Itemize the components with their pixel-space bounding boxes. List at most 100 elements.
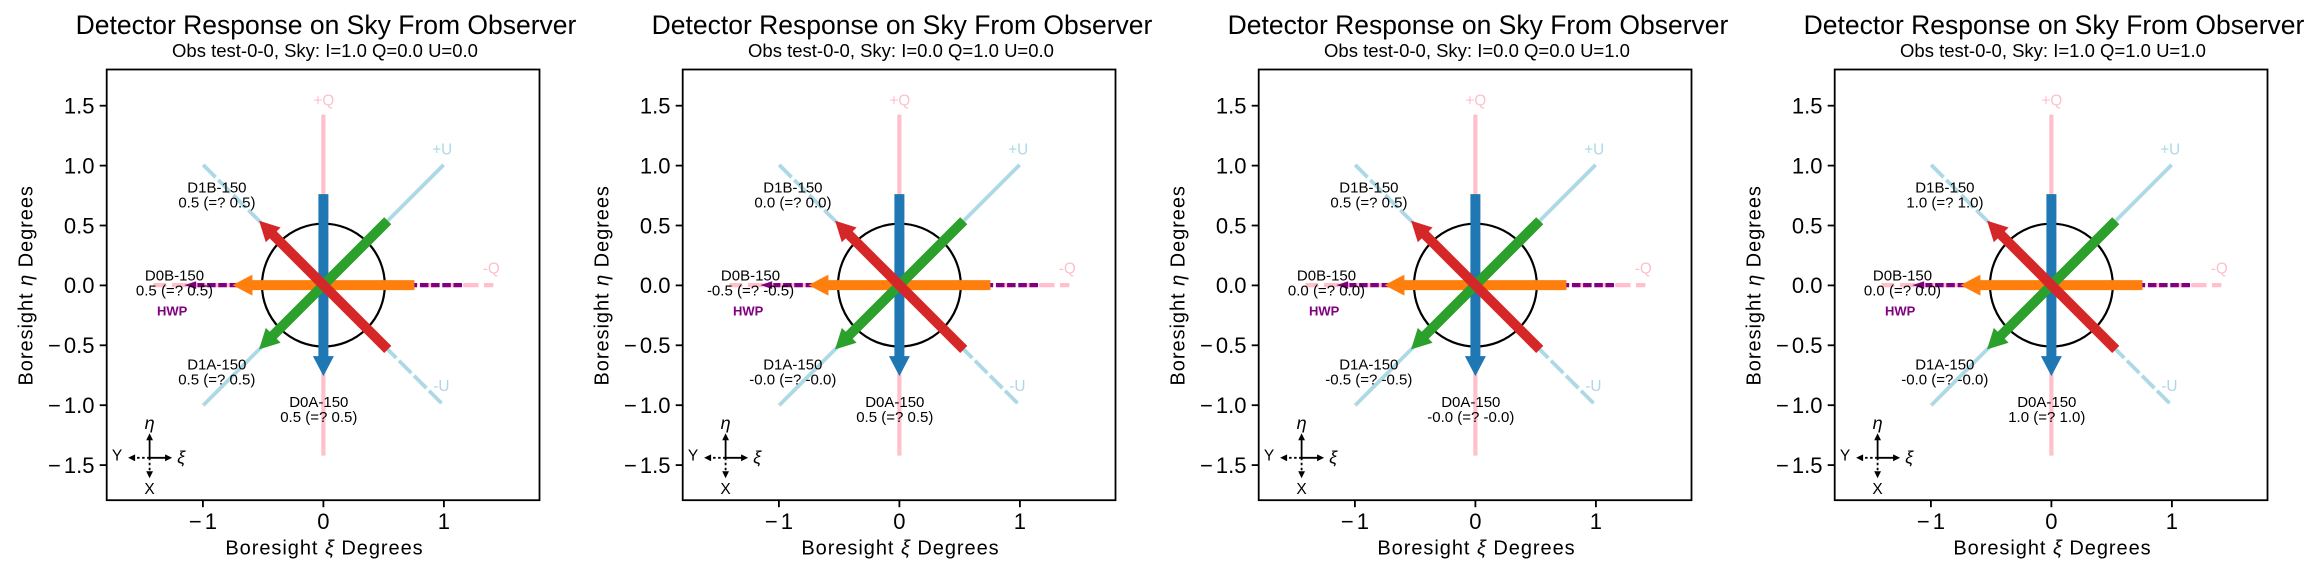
svg-text:1.5: 1.5 — [64, 94, 95, 119]
svg-text:HWP: HWP — [733, 304, 764, 319]
svg-text:−1: −1 — [1917, 509, 1945, 534]
svg-text:Detector Response on Sky From: Detector Response on Sky From Observer — [1804, 10, 2304, 40]
svg-text:1.0: 1.0 — [1216, 153, 1247, 178]
svg-text:−1.5: −1.5 — [48, 453, 94, 478]
svg-text:0.5: 0.5 — [64, 213, 95, 238]
svg-text:−0.5: −0.5 — [624, 333, 670, 358]
svg-text:Boresight ξ Degrees: Boresight ξ Degrees — [801, 538, 999, 560]
svg-text:+U: +U — [1584, 142, 1604, 159]
svg-text:0.0: 0.0 — [1216, 273, 1247, 298]
svg-text:η: η — [145, 413, 155, 433]
svg-text:−0.5: −0.5 — [1776, 333, 1822, 358]
svg-text:1.0: 1.0 — [1792, 153, 1823, 178]
svg-text:Detector Response on Sky From: Detector Response on Sky From Observer — [652, 10, 1152, 40]
svg-text:Boresight η Degrees: Boresight η Degrees — [16, 185, 38, 385]
svg-text:0.5: 0.5 — [1792, 213, 1823, 238]
svg-text:0: 0 — [317, 509, 329, 534]
svg-text:1: 1 — [438, 509, 450, 534]
svg-text:−1.5: −1.5 — [1200, 453, 1246, 478]
svg-text:+U: +U — [432, 142, 452, 159]
svg-text:0.0 (=? 0.0): 0.0 (=? 0.0) — [754, 195, 831, 212]
svg-text:D1A-150: D1A-150 — [187, 356, 246, 373]
svg-text:D1A-150: D1A-150 — [1915, 356, 1974, 373]
svg-text:0.5 (=? 0.5): 0.5 (=? 0.5) — [136, 283, 213, 300]
svg-text:Detector Response on Sky From: Detector Response on Sky From Observer — [1228, 10, 1728, 40]
svg-text:0.0 (=? 0.0): 0.0 (=? 0.0) — [1864, 283, 1941, 300]
svg-text:-U: -U — [433, 378, 449, 395]
svg-text:0.5: 0.5 — [1216, 213, 1247, 238]
svg-text:−1: −1 — [765, 509, 793, 534]
svg-text:−0.5: −0.5 — [48, 333, 94, 358]
svg-text:Y: Y — [112, 447, 122, 464]
svg-text:D0B-150: D0B-150 — [721, 267, 780, 284]
svg-text:D0A-150: D0A-150 — [2017, 394, 2076, 411]
svg-text:0: 0 — [2045, 509, 2057, 534]
svg-text:0.5 (=? 0.5): 0.5 (=? 0.5) — [280, 409, 357, 426]
svg-text:+Q: +Q — [1465, 93, 1486, 110]
svg-text:D0B-150: D0B-150 — [1297, 267, 1356, 284]
svg-text:−1.0: −1.0 — [1200, 393, 1246, 418]
svg-text:-U: -U — [1585, 378, 1601, 395]
svg-text:Boresight ξ Degrees: Boresight ξ Degrees — [1377, 538, 1575, 560]
svg-text:-0.0 (=? -0.0): -0.0 (=? -0.0) — [1427, 409, 1514, 426]
svg-text:1.5: 1.5 — [640, 94, 671, 119]
svg-text:Obs test-0-0, Sky: I=0.0 Q=1.0: Obs test-0-0, Sky: I=0.0 Q=1.0 U=0.0 — [748, 40, 1054, 61]
svg-text:0.0: 0.0 — [64, 273, 95, 298]
svg-text:ξ: ξ — [1905, 448, 1914, 468]
svg-text:D1B-150: D1B-150 — [1915, 179, 1974, 196]
svg-text:D0A-150: D0A-150 — [865, 394, 924, 411]
svg-text:-U: -U — [1009, 378, 1025, 395]
svg-text:−1: −1 — [1341, 509, 1369, 534]
svg-text:D0B-150: D0B-150 — [1873, 267, 1932, 284]
svg-text:−0.5: −0.5 — [1200, 333, 1246, 358]
svg-text:0.5 (=? 0.5): 0.5 (=? 0.5) — [856, 409, 933, 426]
svg-text:X: X — [1296, 481, 1307, 498]
svg-text:X: X — [1872, 481, 1883, 498]
svg-text:0: 0 — [893, 509, 905, 534]
svg-text:η: η — [1873, 413, 1883, 433]
svg-text:-Q: -Q — [483, 261, 500, 278]
svg-text:1.0 (=? 1.0): 1.0 (=? 1.0) — [2008, 409, 2085, 426]
svg-text:-Q: -Q — [1059, 261, 1076, 278]
svg-text:Obs test-0-0, Sky: I=1.0 Q=1.0: Obs test-0-0, Sky: I=1.0 Q=1.0 U=1.0 — [1900, 40, 2206, 61]
svg-text:−1.5: −1.5 — [1776, 453, 1822, 478]
svg-text:D0B-150: D0B-150 — [145, 267, 204, 284]
svg-text:1.5: 1.5 — [1216, 94, 1247, 119]
svg-text:0.0: 0.0 — [1792, 273, 1823, 298]
svg-text:Detector Response on Sky From: Detector Response on Sky From Observer — [76, 10, 576, 40]
svg-text:0.0: 0.0 — [640, 273, 671, 298]
svg-text:Boresight η Degrees: Boresight η Degrees — [1744, 185, 1766, 385]
svg-text:-U: -U — [2161, 378, 2177, 395]
svg-text:1.5: 1.5 — [1792, 94, 1823, 119]
svg-text:-0.5 (=? -0.5): -0.5 (=? -0.5) — [707, 283, 794, 300]
svg-text:−1: −1 — [189, 509, 217, 534]
svg-text:D1B-150: D1B-150 — [1339, 179, 1398, 196]
svg-text:Y: Y — [1840, 447, 1850, 464]
svg-text:D1B-150: D1B-150 — [763, 179, 822, 196]
svg-text:1: 1 — [2166, 509, 2178, 534]
svg-text:−1.0: −1.0 — [48, 393, 94, 418]
svg-text:D0A-150: D0A-150 — [289, 394, 348, 411]
svg-text:0.5 (=? 0.5): 0.5 (=? 0.5) — [178, 195, 255, 212]
svg-text:+U: +U — [1008, 142, 1028, 159]
svg-text:HWP: HWP — [1309, 304, 1340, 319]
svg-text:Obs test-0-0, Sky: I=1.0 Q=0.0: Obs test-0-0, Sky: I=1.0 Q=0.0 U=0.0 — [172, 40, 478, 61]
svg-text:Boresight η Degrees: Boresight η Degrees — [1168, 185, 1190, 385]
svg-text:1: 1 — [1590, 509, 1602, 534]
svg-text:Boresight η Degrees: Boresight η Degrees — [592, 185, 614, 385]
svg-text:0.5 (=? 0.5): 0.5 (=? 0.5) — [178, 372, 255, 389]
svg-text:-0.0 (=? -0.0): -0.0 (=? -0.0) — [749, 372, 836, 389]
svg-text:-0.5 (=? -0.5): -0.5 (=? -0.5) — [1325, 372, 1412, 389]
svg-text:1: 1 — [1014, 509, 1026, 534]
svg-text:Boresight ξ Degrees: Boresight ξ Degrees — [225, 538, 423, 560]
svg-text:Boresight ξ Degrees: Boresight ξ Degrees — [1953, 538, 2151, 560]
svg-text:+Q: +Q — [313, 93, 334, 110]
svg-text:ξ: ξ — [753, 448, 762, 468]
svg-text:+Q: +Q — [889, 93, 910, 110]
svg-text:−1.0: −1.0 — [624, 393, 670, 418]
svg-text:1.0: 1.0 — [64, 153, 95, 178]
svg-text:+Q: +Q — [2041, 93, 2062, 110]
svg-text:1.0 (=? 1.0): 1.0 (=? 1.0) — [1906, 195, 1983, 212]
svg-text:η: η — [721, 413, 731, 433]
svg-text:D0A-150: D0A-150 — [1441, 394, 1500, 411]
